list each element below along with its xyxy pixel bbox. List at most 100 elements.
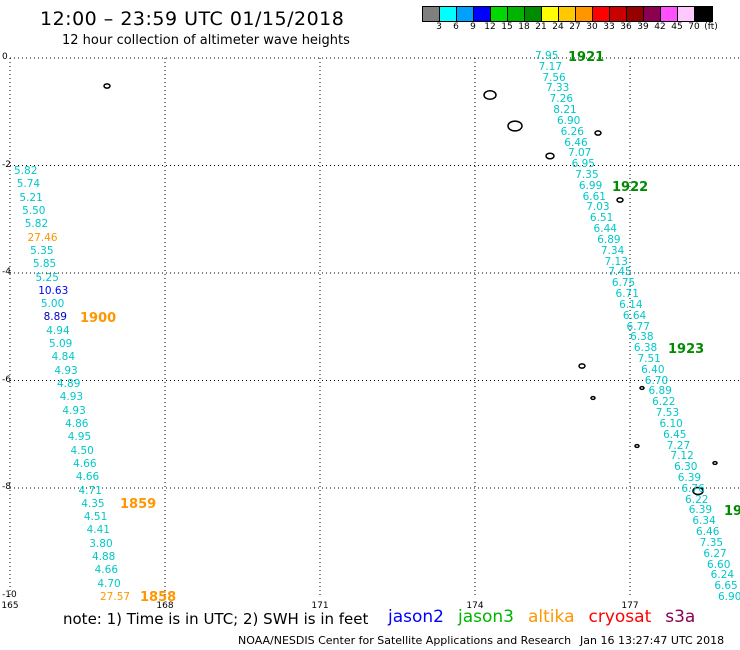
east-track-value: 6.46 [564, 136, 588, 149]
west-track-value: 27.57 [100, 591, 131, 603]
east-track-value: 6.39 [677, 471, 702, 484]
east-track-value: 7.95 [535, 50, 559, 62]
pass-time-label: 1859 [120, 497, 157, 512]
pass-time-label: 1922 [612, 180, 649, 195]
island-outline [616, 197, 624, 203]
color-scale-label: 33 [603, 22, 615, 32]
island-outline [578, 363, 586, 369]
color-scale-label: 30 [586, 22, 598, 32]
east-track-value: 6.90 [556, 114, 581, 127]
color-swatch [508, 7, 525, 21]
west-track-value: 5.85 [32, 258, 57, 271]
color-swatch [644, 7, 661, 21]
color-swatch [559, 7, 576, 21]
island-outline [594, 130, 602, 136]
east-track-value: 7.33 [545, 82, 570, 95]
color-scale-label: 18 [518, 22, 530, 32]
east-track-value: 7.13 [604, 255, 628, 268]
pass-time-label: 1923 [668, 342, 705, 357]
west-track-value: 4.35 [81, 497, 105, 510]
pass-time-label: 19 [724, 504, 740, 519]
west-track-value: 4.93 [62, 404, 86, 417]
east-track-value: 6.22 [652, 396, 676, 409]
color-swatch [627, 7, 644, 21]
color-scale-label: 27 [569, 22, 581, 32]
west-track-value: 4.95 [67, 431, 92, 444]
island-outline [545, 152, 555, 160]
east-track-value: 6.51 [589, 212, 614, 225]
island-outline [103, 83, 111, 89]
map-area [9, 57, 740, 598]
east-track-value: 7.51 [637, 352, 661, 365]
legend-s3a: s3a [665, 607, 696, 627]
color-scale-label: 70 [688, 22, 700, 32]
west-track-value: 4.89 [57, 378, 81, 390]
longitude-label: 177 [621, 601, 639, 611]
legend-jason3: jason3 [458, 607, 514, 627]
longitude-label: 174 [466, 601, 484, 611]
west-track-value: 5.00 [40, 298, 65, 311]
east-track-value: 6.34 [692, 515, 716, 528]
east-track-value: 7.17 [538, 60, 563, 73]
west-track-value: 4.93 [59, 391, 84, 404]
east-track-value: 6.44 [593, 223, 617, 236]
east-track-value: 6.14 [619, 298, 643, 311]
east-track-value: 6.38 [633, 342, 658, 355]
island-outline [692, 486, 704, 496]
west-track-value: 5.35 [30, 244, 54, 257]
east-track-value: 6.45 [663, 428, 687, 441]
west-track-value: 4.66 [73, 457, 97, 470]
color-swatch [542, 7, 559, 21]
east-track-value: 6.60 [707, 558, 731, 571]
pass-time-label: 1900 [80, 311, 117, 326]
legend-cryosat: cryosat [588, 607, 652, 627]
note-text: note: 1) Time is in UTC; 2) SWH is in fe… [63, 610, 369, 628]
west-track-value: 5.82 [24, 218, 49, 231]
west-track-value: 5.74 [16, 178, 41, 191]
west-track-value: 4.94 [46, 324, 70, 337]
color-swatch [423, 7, 440, 21]
map-title: 12:00 – 23:59 UTC 01/15/2018 [40, 8, 345, 30]
east-track-value: 7.53 [655, 407, 680, 420]
west-track-value: 5.50 [22, 204, 46, 217]
east-track-value: 6.77 [626, 320, 650, 333]
east-track-value: 6.27 [703, 547, 727, 560]
east-track-value: 7.35 [575, 169, 599, 182]
island-outline [590, 395, 596, 401]
west-track-value: 4.70 [97, 577, 121, 590]
island-outline [712, 460, 718, 466]
island-outline [507, 120, 523, 132]
east-track-value: 7.07 [567, 147, 592, 160]
east-track-value: 6.64 [622, 309, 647, 322]
east-track-value: 6.89 [648, 385, 672, 398]
color-scale-label: 15 [501, 22, 513, 32]
east-track-value: 6.90 [718, 591, 740, 603]
timestamp-text: Jan 16 13:27:47 UTC 2018 [580, 634, 725, 647]
east-track-value: 6.10 [659, 417, 683, 430]
legend-altika: altika [528, 607, 575, 627]
west-track-value: 4.41 [86, 524, 110, 537]
east-track-value: 6.39 [688, 504, 713, 517]
latitude-label: -10 [2, 589, 17, 600]
east-track-value: 6.99 [578, 179, 603, 192]
color-scale-labels: 3 6 9 12 15 18 21 24 27 30 33 36 39 42 45 70 (ft) [0, 22, 740, 36]
map-graticule [9, 57, 740, 598]
east-track-value: 6.46 [696, 526, 720, 539]
east-track-value: 7.35 [699, 536, 724, 549]
east-track-value: 7.03 [586, 201, 610, 214]
west-track-value: 4.66 [94, 564, 119, 577]
east-track-value: 6.95 [571, 158, 595, 171]
west-track-value: 5.25 [35, 271, 59, 284]
west-track-value: 4.86 [65, 417, 89, 430]
latitude-label: -8 [2, 482, 11, 492]
latitude-label: -6 [2, 374, 11, 385]
pass-time-label: 1921 [568, 50, 605, 65]
map-subtitle: 12 hour collection of altimeter wave hei… [62, 33, 350, 48]
east-track-value: 6.40 [641, 363, 665, 376]
island-outline [483, 90, 497, 100]
color-scale-label: 39 [637, 22, 649, 32]
color-scale-label: 12 [484, 22, 496, 32]
east-track-value: 7.26 [549, 93, 574, 106]
west-track-value: 8.89 [43, 311, 67, 324]
east-track-value: 6.76 [681, 482, 705, 495]
